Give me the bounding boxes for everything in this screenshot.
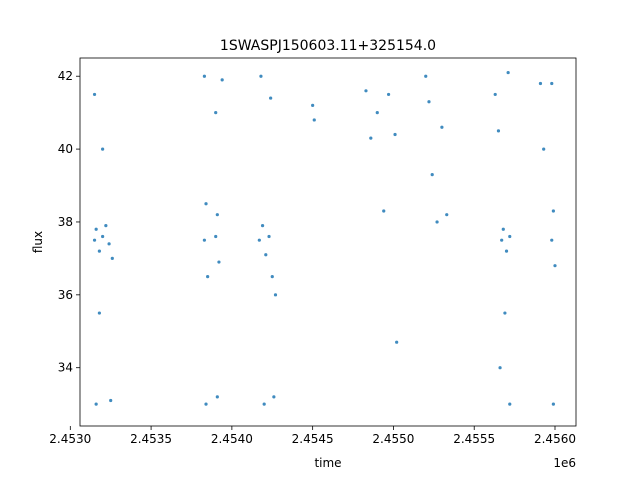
axes-frame (79, 57, 577, 427)
data-point (272, 395, 276, 399)
data-point (217, 260, 221, 264)
x-tick-label: 2.4545 (292, 432, 334, 446)
data-point (393, 132, 397, 137)
x-axis-label: time (314, 456, 341, 470)
data-point (269, 96, 273, 100)
data-point (311, 103, 315, 107)
data-point (101, 147, 105, 151)
data-point (538, 81, 543, 86)
x-tick-label: 2.4550 (372, 432, 414, 446)
y-axis-ticks: 34 36 38 40 42 (58, 69, 80, 375)
data-point (202, 238, 207, 242)
data-point (97, 249, 101, 253)
data-point (424, 74, 428, 78)
data-point (259, 74, 263, 78)
data-point (204, 202, 208, 206)
data-points (92, 70, 557, 406)
data-point (202, 74, 207, 78)
x-tick-label: 2.4535 (130, 432, 172, 446)
data-point (430, 172, 434, 177)
data-point (498, 366, 502, 370)
data-point (500, 238, 504, 242)
data-point (264, 253, 268, 257)
data-point (501, 227, 505, 231)
x-tick-label: 2.4540 (211, 432, 253, 446)
x-tick-label: 2.4560 (534, 432, 576, 446)
data-point (504, 249, 509, 253)
data-point (386, 92, 391, 97)
data-point (92, 92, 97, 97)
data-point (312, 118, 316, 122)
data-point (435, 220, 439, 224)
data-point (214, 111, 218, 115)
x-axis-ticks: 2.4530 2.4535 2.4540 2.4545 2.4550 2.4555 2.45… (49, 426, 576, 446)
data-point (92, 238, 97, 242)
data-point (204, 402, 208, 406)
data-point (445, 213, 449, 217)
data-point (220, 78, 224, 82)
data-point (364, 89, 368, 93)
y-tick-label: 36 (58, 288, 73, 302)
plot-area (92, 70, 557, 406)
data-point (262, 402, 266, 406)
y-tick-label: 42 (58, 69, 73, 83)
data-point (273, 293, 278, 297)
data-point (382, 209, 386, 213)
y-tick-label: 38 (58, 215, 73, 229)
x-tick-label: 2.4555 (453, 432, 495, 446)
data-point (496, 129, 501, 133)
chart-title: 1SWASPJ150603.11+325154.0 (220, 38, 436, 54)
y-tick-label: 40 (58, 142, 73, 156)
data-point (493, 92, 497, 97)
data-point (97, 311, 101, 315)
data-point (551, 209, 555, 213)
data-point (267, 234, 271, 239)
data-point (508, 234, 512, 239)
data-point (440, 125, 444, 129)
y-tick-label: 34 (58, 361, 73, 375)
data-point (215, 213, 219, 217)
data-point (375, 111, 379, 115)
data-point (214, 234, 218, 239)
data-point (550, 238, 554, 242)
data-point (503, 311, 507, 315)
data-point (260, 224, 265, 228)
data-point (369, 136, 373, 140)
x-tick-label: 2.4530 (49, 432, 91, 446)
data-point (550, 81, 554, 86)
data-point (542, 147, 546, 151)
data-point (206, 275, 210, 279)
data-point (427, 100, 431, 104)
data-point (110, 256, 114, 260)
data-point (104, 224, 108, 228)
data-point (94, 227, 98, 231)
data-point (395, 340, 399, 344)
y-axis-label: flux (31, 231, 45, 253)
data-point (257, 238, 261, 242)
data-point (553, 264, 557, 268)
data-point (107, 242, 111, 246)
data-point (215, 395, 219, 399)
data-point (270, 275, 274, 279)
data-point (94, 402, 98, 406)
data-point (101, 234, 105, 239)
data-point (508, 402, 512, 406)
data-point (109, 398, 113, 403)
x-axis-offset-label: 1e6 (553, 456, 576, 470)
data-point (506, 70, 510, 75)
data-point (551, 402, 555, 406)
